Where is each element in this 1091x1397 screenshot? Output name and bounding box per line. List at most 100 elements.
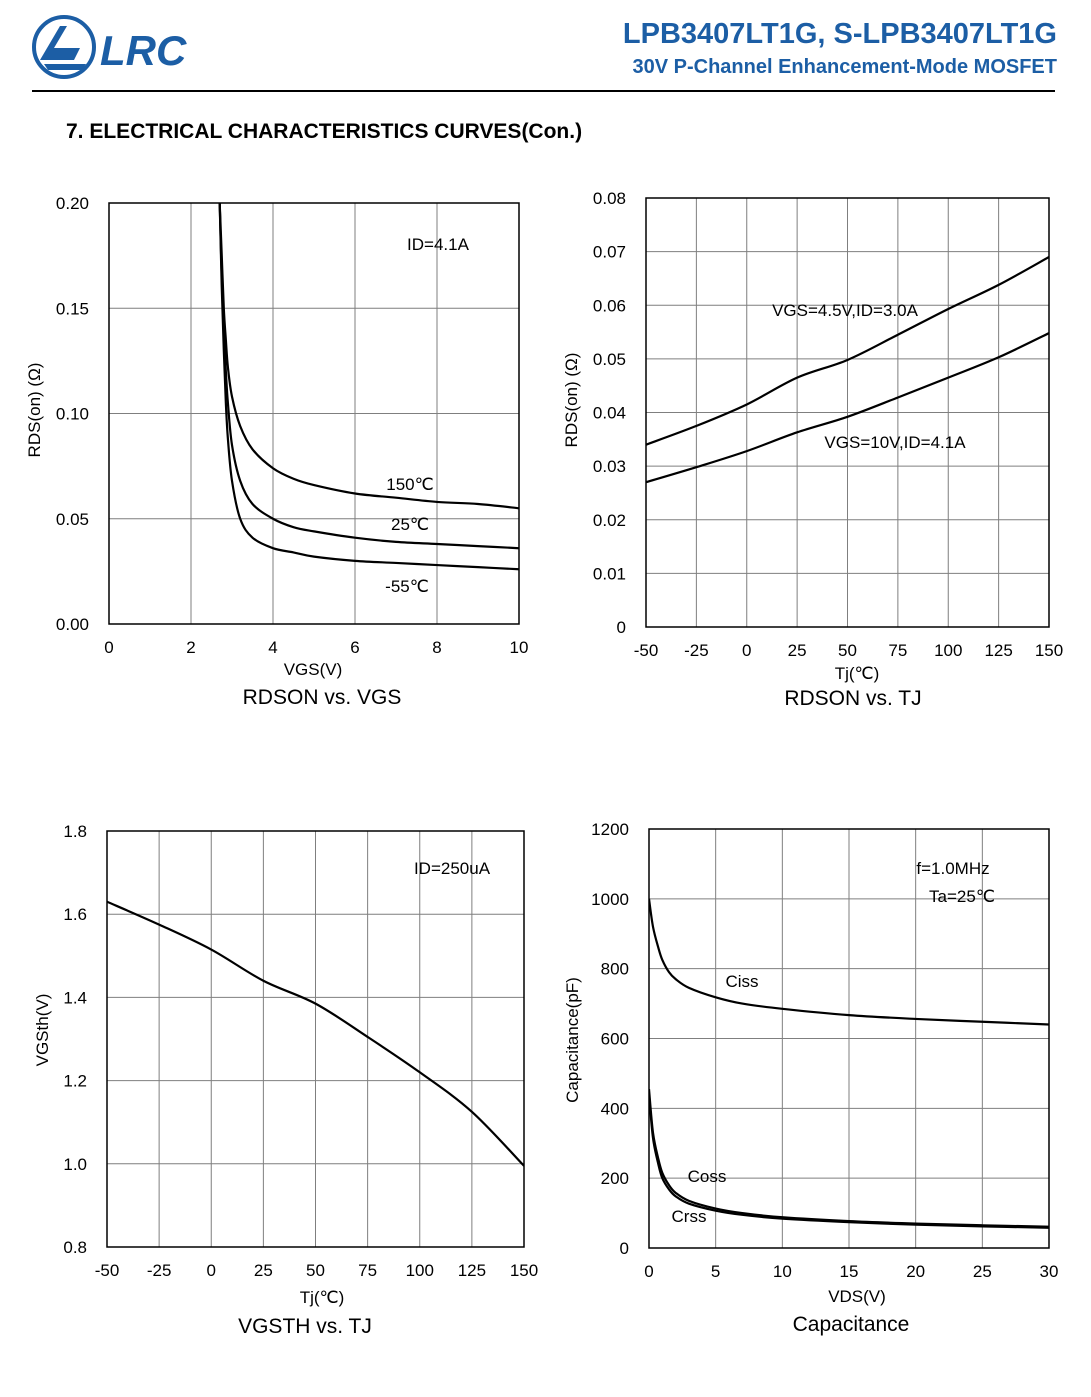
x-axis-label: VDS(V) (828, 1287, 886, 1306)
x-tick-label: -25 (684, 641, 709, 660)
chart-title: RDSON vs. VGS (243, 686, 402, 709)
y-tick-label: 0.05 (56, 510, 89, 529)
x-tick-label: 5 (711, 1262, 720, 1281)
series-line-150- (218, 203, 519, 510)
x-tick-label: 25 (788, 641, 807, 660)
y-tick-label: 1200 (591, 820, 629, 839)
x-tick-label: 150 (1035, 641, 1063, 660)
chart-title: RDSON vs. TJ (784, 687, 921, 710)
y-tick-label: 0.03 (593, 457, 626, 476)
x-tick-label: 50 (838, 641, 857, 660)
annotation-id: ID=4.1A (407, 235, 470, 254)
series-line-0 (107, 900, 524, 1167)
chart-title: VGSTH vs. TJ (238, 1315, 372, 1338)
x-axis-label: VGS(V) (284, 660, 343, 679)
x-tick-label: 20 (906, 1262, 925, 1281)
y-tick-label: 1.2 (63, 1072, 87, 1091)
y-tick-label: 0.20 (56, 194, 89, 213)
annotation-id: ID=250uA (414, 859, 491, 878)
plot-frame (648, 828, 1050, 1249)
y-tick-label: 0.07 (593, 243, 626, 262)
y-tick-label: 0.00 (56, 615, 89, 634)
x-tick-label: -50 (95, 1261, 120, 1280)
y-tick-label: 400 (601, 1099, 629, 1118)
y-tick-label: 0.04 (593, 404, 626, 423)
y-tick-label: 200 (601, 1169, 629, 1188)
annotation-freq: f=1.0MHz (916, 859, 989, 878)
x-tick-label: 6 (350, 638, 359, 657)
x-tick-label: 8 (432, 638, 441, 657)
x-axis-label: Tj(℃) (835, 664, 880, 683)
lrc-logo: LRC (30, 14, 210, 80)
y-tick-label: 0.02 (593, 511, 626, 530)
chart-title: Capacitance (793, 1313, 910, 1336)
y-tick-label: 1.0 (63, 1155, 87, 1174)
x-axis-label: Tj(℃) (300, 1288, 345, 1307)
x-tick-label: -25 (147, 1261, 172, 1280)
device-description: 30V P-Channel Enhancement-Mode MOSFET (632, 56, 1057, 78)
series-line-vgs-4-5v-id-3-0a (646, 256, 1049, 446)
x-tick-label: 0 (207, 1261, 216, 1280)
y-tick-label: 600 (601, 1030, 629, 1049)
y-tick-label: 0 (617, 618, 626, 637)
series-label-crss: Crss (672, 1207, 707, 1226)
x-tick-label: 0 (742, 641, 751, 660)
series-label-25c: 25℃ (391, 515, 429, 534)
y-tick-label: 0 (620, 1239, 629, 1258)
x-tick-label: 0 (104, 638, 113, 657)
x-tick-label: 75 (358, 1261, 377, 1280)
x-tick-label: 100 (406, 1261, 434, 1280)
x-tick-label: 0 (644, 1262, 653, 1281)
x-tick-label: 125 (984, 641, 1012, 660)
y-axis-label: RDS(on) (Ω) (25, 363, 44, 458)
y-tick-label: 800 (601, 960, 629, 979)
series-label-vgs10: VGS=10V,ID=4.1A (824, 433, 966, 452)
annotation-temp: Ta=25℃ (929, 887, 995, 906)
plot-frame (108, 202, 520, 625)
y-tick-label: 0.01 (593, 564, 626, 583)
series-line-ciss (649, 898, 1049, 1026)
section-title: 7. ELECTRICAL CHARACTERISTICS CURVES(Con… (66, 120, 583, 143)
x-tick-label: 4 (268, 638, 277, 657)
y-tick-label: 1000 (591, 890, 629, 909)
x-tick-label: 15 (840, 1262, 859, 1281)
y-tick-label: 0.08 (593, 189, 626, 208)
series-label-coss: Coss (688, 1167, 727, 1186)
x-tick-label: 100 (934, 641, 962, 660)
y-tick-label: 0.05 (593, 350, 626, 369)
x-tick-label: 50 (306, 1261, 325, 1280)
series-label-150c: 150℃ (386, 475, 433, 494)
y-axis-label: RDS(on) (Ω) (562, 353, 581, 448)
part-numbers: LPB3407LT1G, S-LPB3407LT1G (622, 18, 1057, 50)
y-tick-label: 0.8 (63, 1238, 87, 1257)
x-tick-label: 25 (973, 1262, 992, 1281)
x-tick-label: -50 (634, 641, 659, 660)
x-tick-label: 125 (458, 1261, 486, 1280)
x-tick-label: 10 (773, 1262, 792, 1281)
y-tick-label: 0.10 (56, 405, 89, 424)
y-axis-label: VGSth(V) (33, 994, 52, 1067)
plot-frame (106, 830, 525, 1248)
y-tick-label: 1.4 (63, 988, 87, 1007)
logo-text: LRC (100, 27, 187, 74)
series-line--55- (218, 203, 519, 571)
x-tick-label: 75 (888, 641, 907, 660)
y-tick-label: 1.6 (63, 905, 87, 924)
x-tick-label: 10 (510, 638, 529, 657)
x-tick-label: 25 (254, 1261, 273, 1280)
y-tick-label: 1.8 (63, 822, 87, 841)
series-label-vgs45: VGS=4.5V,ID=3.0A (772, 301, 919, 320)
x-tick-label: 30 (1040, 1262, 1059, 1281)
series-label-ciss: Ciss (725, 972, 758, 991)
x-tick-label: 2 (186, 638, 195, 657)
header-divider (32, 90, 1055, 92)
y-tick-label: 0.15 (56, 299, 89, 318)
series-label-neg55c: -55℃ (385, 577, 429, 596)
plot-frame (645, 197, 1050, 628)
y-axis-label: Capacitance(pF) (563, 977, 582, 1103)
x-tick-label: 150 (510, 1261, 538, 1280)
